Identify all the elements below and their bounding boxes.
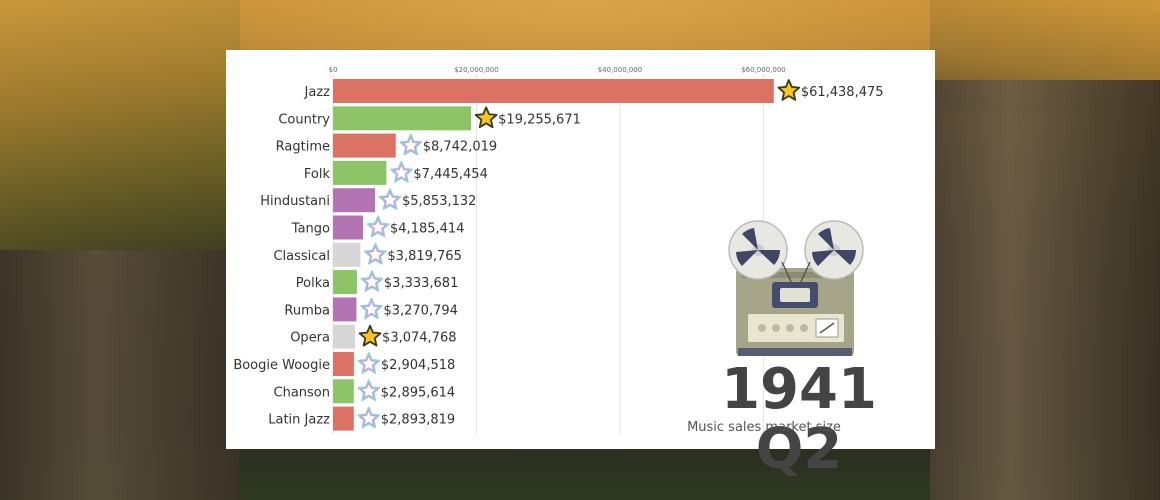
bar-opera [333,324,356,349]
category-label: Hindustani [260,194,330,209]
filled-star-icon [474,106,498,129]
value-label: $19,255,671 [498,112,581,127]
outline-star-icon [399,133,423,156]
category-label: Latin Jazz [268,413,330,428]
value-label: $3,270,794 [383,303,457,318]
value-label: $4,185,414 [390,222,464,237]
bar-hindustani [333,188,375,213]
category-label: Chanson [274,385,331,400]
background-cliff-left [0,250,240,500]
category-label: Country [278,112,330,127]
bar-boogie-woogie [333,352,354,376]
outline-star-icon-inner [369,218,387,236]
period-label: 1941 Q2 [721,357,877,482]
category-label: Opera [290,331,330,346]
outline-star-icon [378,188,402,211]
x-tick-label: $60,000,000 [741,66,786,74]
category-label: Rumba [284,303,330,318]
bar-ragtime [333,133,396,158]
x-tick-label: $20,000,000 [454,66,499,74]
value-label: $61,438,475 [801,85,884,100]
value-label: $8,742,019 [423,140,497,155]
value-label: $2,904,518 [381,358,455,373]
outline-star-icon-inner [363,272,381,290]
x-tick-label: $0 [329,66,338,74]
outline-star-icon-inner [392,163,411,181]
outline-star-icon-inner [360,409,378,427]
category-label: Classical [273,249,330,264]
bar-rumba [333,297,357,322]
bar-chart: $0 $20,000,000 $40,000,000 $60,000,000 Jazz $… [233,66,884,435]
bar-tango [333,215,364,240]
background-cliff-right [930,80,1160,500]
bar-jazz [333,79,774,103]
value-label: $5,853,132 [402,194,476,209]
x-tick-label: $40,000,000 [598,66,643,74]
outline-star-icon-inner [362,300,381,317]
filled-star-icon [358,324,382,347]
value-label: $2,895,614 [381,385,455,400]
value-label: $3,819,765 [387,249,461,264]
outline-star-icon [357,352,381,374]
outline-star-icon [390,161,413,183]
outline-star-icon [364,242,387,265]
bar-classical [333,242,361,267]
outline-star-icon-inner [366,245,385,263]
value-label: $3,333,681 [384,276,458,291]
bar-polka [333,270,357,295]
category-label: Folk [304,167,331,182]
outline-star-icon [360,297,383,320]
value-label: $2,893,819 [381,413,455,428]
category-label: Polka [296,276,330,291]
background-grassland-left [0,0,240,250]
outline-star-icon-inner [360,382,378,399]
bar-chart-race-panel: $0 $20,000,000 $40,000,000 $60,000,000 Jazz $… [226,50,935,480]
value-label: $7,445,454 [413,167,487,182]
bar-country [333,106,472,131]
outline-star-icon [366,215,390,238]
bar-latin-jazz [333,406,354,431]
reel-to-reel-tape-recorder-icon [722,220,872,364]
outline-star-icon-inner [381,191,399,208]
outline-star-icon [357,406,381,429]
outline-star-icon-inner [360,354,378,372]
category-label: Tango [291,222,330,237]
outline-star-icon [357,379,381,402]
bar-folk [333,160,387,185]
category-label: Jazz [304,85,331,100]
category-label: Ragtime [276,140,330,155]
outline-star-icon-inner [401,136,420,154]
chart-subtitle: Music sales market size [687,420,841,435]
value-label: $3,074,768 [382,331,456,346]
category-label: Boogie Woogie [233,358,330,373]
bar-chanson [333,379,354,404]
filled-star-icon [777,79,801,101]
outline-star-icon [360,270,384,292]
